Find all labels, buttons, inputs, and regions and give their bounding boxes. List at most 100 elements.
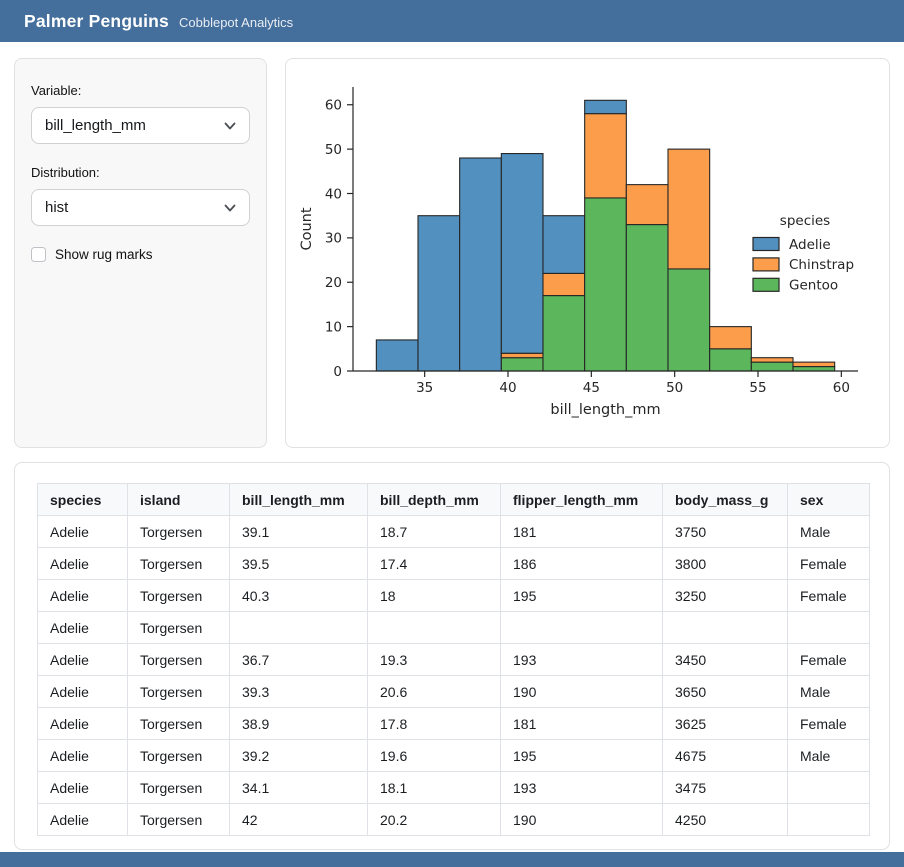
hist-bar-chinstrap (584, 113, 627, 199)
table-header-row: species island bill_length_mm bill_depth_mm… (37, 483, 870, 516)
legend-label: Adelie (789, 237, 831, 253)
y-tick-label: 10 (325, 319, 342, 335)
x-tick-label: 35 (416, 380, 433, 396)
x-tick-label: 55 (749, 380, 766, 396)
variable-select-value: bill_length_mm (45, 117, 146, 134)
hist-bar-gentoo (709, 348, 752, 372)
variable-select[interactable]: bill_length_mm (31, 107, 250, 144)
table-cell: 181 (500, 515, 663, 548)
y-tick-label: 40 (325, 186, 342, 202)
hist-bar-adelie (584, 99, 627, 115)
table-cell: Torgersen (127, 579, 230, 612)
table-cell: 39.5 (229, 547, 368, 580)
distribution-select[interactable]: hist (31, 189, 250, 226)
table-cell: 17.8 (367, 707, 501, 740)
table-cell: 17.4 (367, 547, 501, 580)
table-row: Adelie Torgersen 39.5 17.4 186 3800 Female (37, 547, 870, 580)
hist-bar-adelie (542, 215, 586, 274)
table-cell: Torgersen (127, 675, 230, 708)
table-cell: 20.6 (367, 675, 501, 708)
legend-swatch-chinstrap (752, 257, 780, 272)
legend-swatch-gentoo (752, 277, 780, 292)
table-cell: Torgersen (127, 643, 230, 676)
chevron-down-icon (224, 204, 236, 211)
table-cell: Torgersen (127, 771, 230, 804)
table-head: species island bill_length_mm bill_depth_mm… (37, 483, 870, 516)
table-cell: 18.1 (367, 771, 501, 804)
hist-bar-gentoo (584, 197, 627, 372)
table-cell: 18 (367, 579, 501, 612)
app-title: Palmer Penguins (24, 10, 169, 31)
hist-bar-gentoo (500, 357, 544, 372)
table-cell (662, 611, 788, 644)
hist-bar-adelie (417, 215, 461, 372)
distribution-select-value: hist (45, 199, 69, 216)
hist-bar-chinstrap (500, 352, 544, 359)
column-header: flipper_length_mm (500, 483, 663, 516)
table-cell: 4250 (662, 803, 788, 836)
hist-bar-adelie (500, 153, 544, 354)
table-cell (367, 611, 501, 644)
table-cell: Torgersen (127, 803, 230, 836)
controls-sidebar: Variable: bill_length_mm Distribution: h… (14, 58, 267, 448)
histogram-chart: 35 40 45 50 55 60 0 10 20 30 40 50 60 bill_length_mm C… (299, 87, 858, 418)
hist-bar-gentoo (750, 361, 794, 372)
table-cell: 40.3 (229, 579, 368, 612)
table-cell: 39.3 (229, 675, 368, 708)
table-cell: 3800 (662, 547, 788, 580)
table-cell: Torgersen (127, 707, 230, 740)
rug-marks-label: Show rug marks (55, 247, 153, 262)
legend-swatch-adelie (752, 236, 780, 252)
table-row: Adelie Torgersen (37, 611, 870, 644)
table-cell: 193 (500, 771, 663, 804)
table-cell (787, 771, 870, 804)
table-row: Adelie Torgersen 38.9 17.8 181 3625 Female (37, 707, 870, 740)
hist-bar-chinstrap (667, 148, 711, 270)
table-cell: 195 (500, 739, 663, 772)
table-cell: 186 (500, 547, 663, 580)
table-cell (229, 611, 368, 644)
table-cell: 3650 (662, 675, 788, 708)
table-cell: 36.7 (229, 643, 368, 676)
y-tick-label: 50 (325, 142, 342, 158)
table-cell (787, 611, 870, 644)
table-cell: 19.6 (367, 739, 501, 772)
legend-label: Chinstrap (789, 257, 854, 273)
y-tick-label: 20 (325, 275, 342, 291)
y-tick-label: 30 (325, 231, 342, 247)
distribution-label: Distribution: (31, 165, 100, 180)
table-cell: 3625 (662, 707, 788, 740)
table-row: Adelie Torgersen 39.3 20.6 190 3650 Male (37, 675, 870, 708)
rug-marks-checkbox[interactable] (31, 247, 46, 262)
app-navbar: Palmer Penguins Cobblepot Analytics (0, 0, 904, 42)
y-tick-label: 0 (333, 364, 342, 380)
table-cell: 34.1 (229, 771, 368, 804)
table-cell: 193 (500, 643, 663, 676)
table-cell: Torgersen (127, 515, 230, 548)
hist-bar-gentoo (542, 295, 586, 372)
x-tick-label: 50 (666, 380, 683, 396)
table-cell (787, 803, 870, 836)
table-cell: Male (787, 515, 870, 548)
legend-title: species (780, 213, 830, 229)
table-cell: 195 (500, 579, 663, 612)
hist-bar-chinstrap (625, 184, 669, 226)
hist-bar-chinstrap (709, 326, 752, 350)
hist-bar-adelie (375, 339, 419, 372)
table-cell: Female (787, 707, 870, 740)
legend-label: Gentoo (789, 278, 838, 294)
table-cell: 20.2 (367, 803, 501, 836)
table-cell: 190 (500, 803, 663, 836)
y-tick-label: 60 (325, 98, 342, 114)
table-cell: 181 (500, 707, 663, 740)
table-cell: Adelie (37, 643, 128, 676)
table-cell: 4675 (662, 739, 788, 772)
app-footer-bar (0, 852, 904, 867)
table-cell: 39.2 (229, 739, 368, 772)
column-header: body_mass_g (662, 483, 788, 516)
table-row: Adelie Torgersen 40.3 18 195 3250 Female (37, 579, 870, 612)
hist-bar-chinstrap (542, 272, 586, 297)
table-cell: Torgersen (127, 547, 230, 580)
hist-bar-gentoo (792, 366, 836, 372)
table-body: Adelie Torgersen 39.1 18.7 181 3750 Male Adelie… (37, 515, 870, 836)
